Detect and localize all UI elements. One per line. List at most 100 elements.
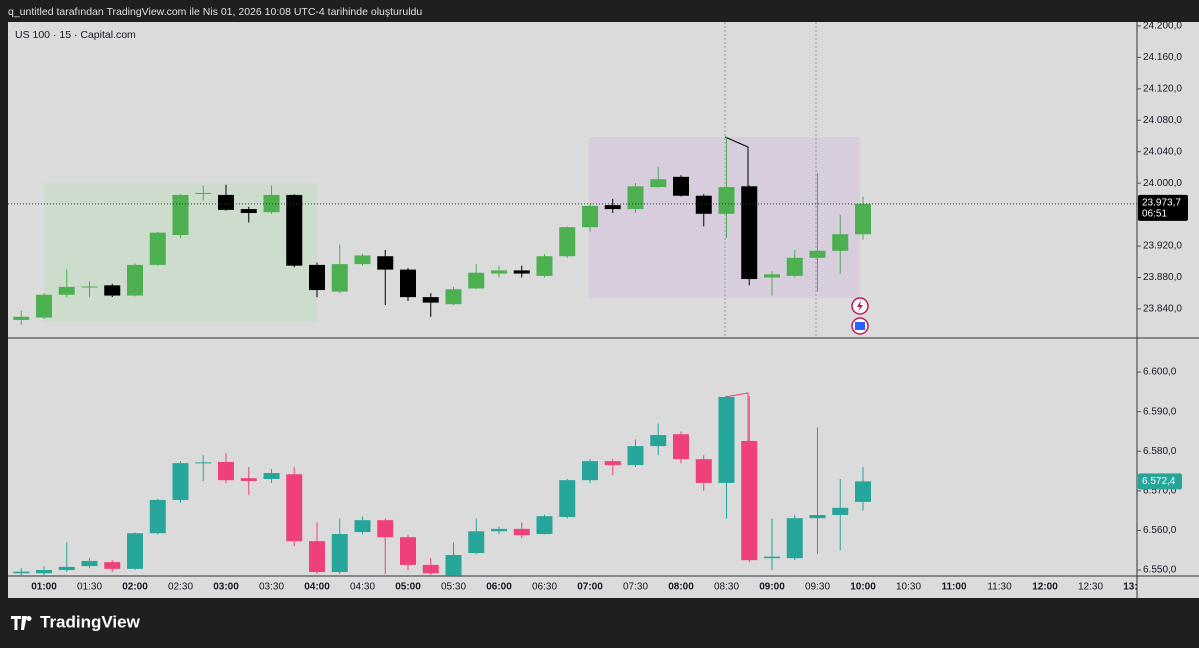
y-tick-label: 24.160,0 (1143, 52, 1182, 63)
y-tick-label: 24.200,0 (1143, 21, 1182, 32)
x-tick-label: 07:30 (623, 582, 648, 593)
candle-body (331, 264, 348, 292)
drawing-line (724, 136, 749, 186)
candle-body (604, 205, 621, 210)
y-tick-label: 24.040,0 (1143, 146, 1182, 157)
y-tick-label: 23.840,0 (1143, 304, 1182, 315)
candle-body (400, 537, 416, 565)
x-tick-label: 12:00 (1032, 582, 1058, 593)
x-tick-label: 10:00 (850, 582, 876, 593)
x-tick-label: 12:30 (1078, 582, 1103, 593)
y-tick-label: 23.920,0 (1143, 241, 1182, 252)
candle-body (331, 534, 348, 573)
y-tick-label: 6.570,0 (1143, 485, 1177, 496)
candle-body (809, 250, 826, 258)
header: q_untitled tarafından TradingView.com il… (8, 6, 422, 18)
last-price-box (1138, 473, 1182, 490)
symbol-title: US 100 · 15 · Capital.com (15, 29, 136, 41)
x-tick-label: 01:30 (77, 582, 102, 593)
candle-body (104, 562, 121, 569)
candle-body (741, 440, 758, 561)
candle-body (582, 205, 598, 228)
y-tick-label: 6.590,0 (1143, 406, 1177, 417)
candle-body (218, 194, 234, 210)
candle-body (127, 533, 143, 569)
x-tick-label: 09:30 (805, 582, 830, 593)
candle-body (673, 176, 689, 196)
candle-body (491, 270, 507, 274)
candle-body (36, 570, 52, 574)
x-tick-label: 02:00 (122, 582, 148, 593)
candle-body (377, 520, 394, 538)
candle-body (604, 461, 621, 466)
y-tick-label: 24.120,0 (1143, 83, 1182, 94)
x-tick-label: 08:00 (668, 582, 694, 593)
x-tick-label: 08:30 (714, 582, 739, 593)
candle-body (855, 481, 871, 502)
candle-body (445, 289, 462, 305)
drawing-line (724, 392, 749, 441)
candle-body (422, 297, 439, 303)
y-tick-label: 6.550,0 (1143, 565, 1177, 576)
candle-body (445, 555, 462, 576)
candle-body (536, 516, 553, 535)
x-tick-label: 03:00 (213, 582, 239, 593)
candle-body (263, 473, 280, 479)
candle-body (627, 446, 644, 466)
candle-body (58, 286, 75, 295)
candle-body (695, 459, 712, 483)
candle-body (149, 232, 166, 265)
candle-body (468, 272, 485, 289)
candle-body (559, 480, 576, 517)
event-icon-flag (855, 322, 865, 330)
x-tick-label: 05:00 (395, 582, 421, 593)
candle-body (58, 566, 75, 571)
logo-mark (11, 616, 32, 630)
candle-body (786, 518, 803, 559)
candle-body (513, 528, 530, 536)
candle-body (786, 257, 803, 276)
candle-body (104, 285, 121, 296)
y-tick-label: 23.880,0 (1143, 272, 1182, 283)
candle-body (650, 435, 667, 447)
x-tick-label: 04:00 (304, 582, 330, 593)
x-tick-label: 06:30 (532, 582, 557, 593)
x-tick-label: 13:00 (1123, 582, 1149, 593)
candle-body (764, 556, 780, 559)
x-tick-label: 11:30 (987, 582, 1012, 593)
candle-body (673, 434, 689, 460)
candle-body (286, 474, 303, 542)
candle-body (309, 264, 325, 291)
candle-body (400, 269, 416, 298)
last-price-box (1138, 194, 1188, 221)
candle-body (809, 515, 826, 519)
countdown-label: 06:51 (1142, 208, 1167, 219)
candle-body (195, 462, 212, 464)
candle-body (172, 194, 189, 236)
candle-body (491, 528, 507, 532)
x-tick-label: 03:30 (259, 582, 284, 593)
candle-body (149, 499, 166, 534)
candle-body (81, 286, 98, 288)
x-tick-label: 05:30 (441, 582, 466, 593)
candle-body (377, 256, 394, 270)
x-tick-label: 02:30 (168, 582, 193, 593)
x-tick-label: 01:00 (31, 582, 57, 593)
candle-body (13, 316, 30, 320)
event-icon-bolt (857, 300, 863, 312)
x-tick-label: 06:00 (486, 582, 512, 593)
candle-body (468, 531, 485, 554)
y-tick-label: 6.600,0 (1143, 367, 1177, 378)
candle-body (832, 234, 849, 251)
candle-body (36, 294, 52, 318)
candle-body (832, 507, 849, 516)
x-tick-label: 10:30 (896, 582, 921, 593)
plots: 01:00 01:30 02:00 02:30 03:00 03:30 04:00 04:30… (8, 136, 1149, 593)
candle-body (127, 264, 143, 296)
candle-body (536, 256, 553, 276)
candle-body (422, 564, 439, 574)
candle-body (741, 186, 758, 280)
x-tick-label: 11:00 (941, 582, 966, 593)
y-tick-label: 6.560,0 (1143, 525, 1177, 536)
